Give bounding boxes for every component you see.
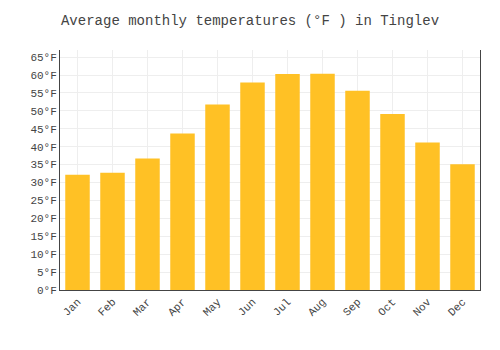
svg-text:15°F: 15°F — [30, 231, 56, 243]
svg-text:45°F: 45°F — [30, 124, 56, 136]
svg-text:30°F: 30°F — [30, 177, 56, 189]
svg-text:0°F: 0°F — [37, 285, 57, 297]
svg-text:Average monthly temperatures (: Average monthly temperatures (°F ) in Ti… — [61, 13, 439, 29]
svg-text:20°F: 20°F — [30, 213, 56, 225]
svg-text:Jun: Jun — [236, 296, 258, 318]
svg-text:Jan: Jan — [61, 296, 83, 318]
svg-text:10°F: 10°F — [30, 249, 56, 261]
svg-text:Nov: Nov — [411, 296, 434, 319]
svg-text:25°F: 25°F — [30, 195, 56, 207]
svg-text:5°F: 5°F — [37, 267, 57, 279]
svg-text:Feb: Feb — [96, 296, 118, 318]
svg-text:Aug: Aug — [306, 296, 328, 318]
svg-text:Jul: Jul — [271, 296, 293, 318]
svg-text:50°F: 50°F — [30, 106, 56, 118]
svg-text:Apr: Apr — [166, 296, 188, 318]
svg-text:Mar: Mar — [131, 296, 153, 318]
svg-text:40°F: 40°F — [30, 142, 56, 154]
svg-text:May: May — [201, 296, 224, 319]
svg-text:35°F: 35°F — [30, 159, 56, 171]
svg-text:Sep: Sep — [341, 296, 363, 318]
svg-text:55°F: 55°F — [30, 88, 56, 100]
svg-text:65°F: 65°F — [30, 52, 56, 64]
svg-text:60°F: 60°F — [30, 70, 56, 82]
svg-text:Dec: Dec — [446, 296, 468, 318]
svg-text:Oct: Oct — [376, 296, 398, 318]
